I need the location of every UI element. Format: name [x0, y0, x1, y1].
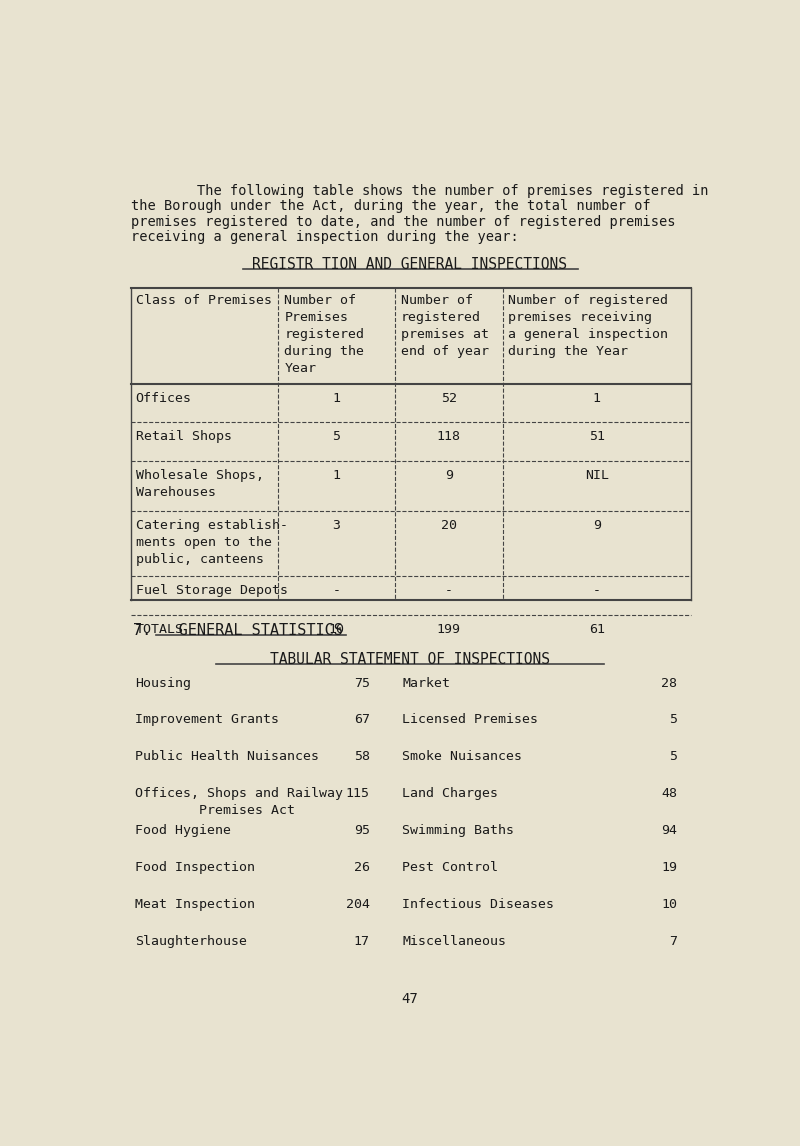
Text: Catering establish-
ments open to the
public, canteens: Catering establish- ments open to the pu…	[136, 519, 288, 566]
Text: Retail Shops: Retail Shops	[136, 430, 232, 444]
Text: -: -	[593, 584, 601, 597]
Text: 7.   GENERAL STATISTICS: 7. GENERAL STATISTICS	[133, 622, 342, 637]
Text: Market: Market	[402, 676, 450, 690]
Text: Housing: Housing	[135, 676, 191, 690]
Text: 10: 10	[662, 898, 678, 911]
Text: 51: 51	[589, 430, 605, 444]
Text: premises registered to date, and the number of registered premises: premises registered to date, and the num…	[131, 214, 675, 228]
Text: 95: 95	[354, 824, 370, 838]
Text: 28: 28	[662, 676, 678, 690]
Text: Improvement Grants: Improvement Grants	[135, 714, 279, 727]
Text: 26: 26	[354, 862, 370, 874]
Text: 58: 58	[354, 751, 370, 763]
Text: Miscellaneous: Miscellaneous	[402, 935, 506, 948]
Text: Number of
registered
premises at
end of year: Number of registered premises at end of …	[401, 293, 489, 358]
Text: Number of registered
premises receiving
a general inspection
during the Year: Number of registered premises receiving …	[508, 293, 668, 358]
Text: Offices, Shops and Railway
        Premises Act: Offices, Shops and Railway Premises Act	[135, 787, 343, 817]
Text: 204: 204	[346, 898, 370, 911]
Text: 19: 19	[662, 862, 678, 874]
Text: Smoke Nuisances: Smoke Nuisances	[402, 751, 522, 763]
Text: 94: 94	[662, 824, 678, 838]
Text: 9: 9	[593, 519, 601, 532]
Text: 75: 75	[354, 676, 370, 690]
Text: REGISTR TION AND GENERAL INSPECTIONS: REGISTR TION AND GENERAL INSPECTIONS	[253, 257, 567, 272]
Text: Offices: Offices	[136, 392, 192, 405]
Text: TABULAR STATEMENT OF INSPECTIONS: TABULAR STATEMENT OF INSPECTIONS	[270, 652, 550, 667]
Text: 5: 5	[670, 714, 678, 727]
Text: NIL: NIL	[585, 469, 609, 481]
Text: receiving a general inspection during the year:: receiving a general inspection during th…	[131, 230, 518, 244]
Text: -: -	[332, 584, 340, 597]
Text: Class of Premises: Class of Premises	[136, 293, 272, 307]
Text: 67: 67	[354, 714, 370, 727]
Text: 9: 9	[445, 469, 453, 481]
Text: Public Health Nuisances: Public Health Nuisances	[135, 751, 319, 763]
Text: 1: 1	[332, 469, 340, 481]
Text: -: -	[445, 584, 453, 597]
Text: The following table shows the number of premises registered in: The following table shows the number of …	[131, 183, 709, 198]
Text: TOTALS: TOTALS	[136, 622, 184, 636]
Text: Infectious Diseases: Infectious Diseases	[402, 898, 554, 911]
Text: Pest Control: Pest Control	[402, 862, 498, 874]
Text: 48: 48	[662, 787, 678, 800]
Text: Fuel Storage Depots: Fuel Storage Depots	[136, 584, 288, 597]
Text: 47: 47	[402, 992, 418, 1006]
Text: 7: 7	[670, 935, 678, 948]
Text: 52: 52	[441, 392, 457, 405]
Text: 10: 10	[328, 622, 344, 636]
Text: 20: 20	[441, 519, 457, 532]
Text: 5: 5	[670, 751, 678, 763]
Text: Swimming Baths: Swimming Baths	[402, 824, 514, 838]
Text: 1: 1	[593, 392, 601, 405]
Text: 199: 199	[437, 622, 461, 636]
Text: Land Charges: Land Charges	[402, 787, 498, 800]
Text: 5: 5	[332, 430, 340, 444]
Text: Wholesale Shops,
Warehouses: Wholesale Shops, Warehouses	[136, 469, 264, 499]
Text: 61: 61	[589, 622, 605, 636]
Text: 118: 118	[437, 430, 461, 444]
Text: 1: 1	[332, 392, 340, 405]
Text: 3: 3	[332, 519, 340, 532]
Text: Meat Inspection: Meat Inspection	[135, 898, 255, 911]
Text: 115: 115	[346, 787, 370, 800]
Text: Food Inspection: Food Inspection	[135, 862, 255, 874]
Text: Food Hygiene: Food Hygiene	[135, 824, 231, 838]
Text: Number of
Premises
registered
during the
Year: Number of Premises registered during the…	[285, 293, 365, 375]
Text: 17: 17	[354, 935, 370, 948]
Text: Licensed Premises: Licensed Premises	[402, 714, 538, 727]
Text: the Borough under the Act, during the year, the total number of: the Borough under the Act, during the ye…	[131, 199, 650, 213]
Text: Slaughterhouse: Slaughterhouse	[135, 935, 247, 948]
